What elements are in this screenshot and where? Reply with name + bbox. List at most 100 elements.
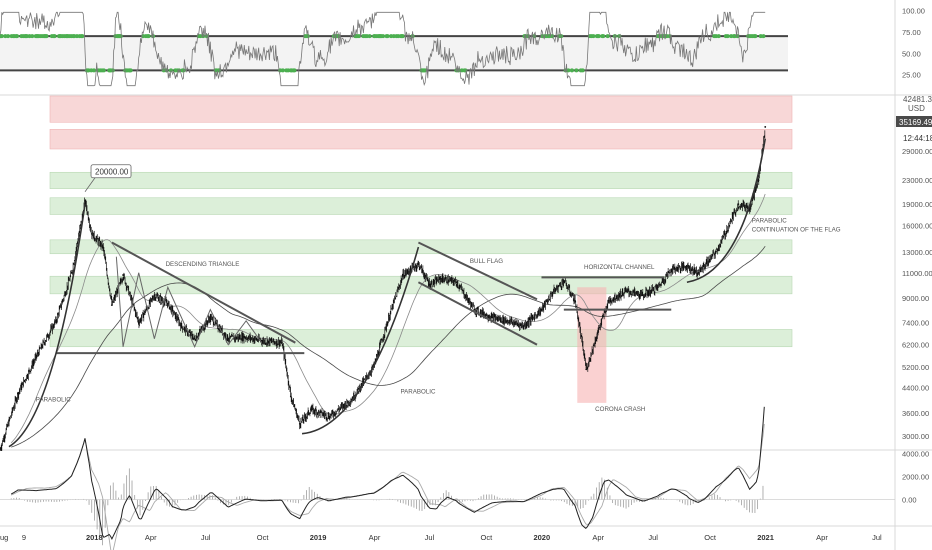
rsi-signal-61	[52, 34, 57, 39]
price-point-51	[737, 203, 740, 206]
rsi-signal-428	[381, 34, 386, 39]
price-point-21	[298, 422, 301, 425]
rsi-signal-663	[591, 34, 596, 39]
price-point-42	[607, 299, 610, 302]
rsi-signal-669	[596, 34, 601, 39]
zone-1	[49, 95, 793, 123]
rsi-signal-92	[80, 34, 85, 39]
rsi-signal-low-116	[101, 68, 106, 73]
triangle-zigzag	[115, 256, 263, 348]
annotation-1: DESCENDING TRIANGLE	[166, 261, 240, 268]
high-callout-box	[90, 164, 132, 179]
zone-4	[49, 239, 793, 255]
price-point-50	[724, 232, 726, 235]
time-tick-2: 2018	[86, 533, 103, 542]
price-point-13	[180, 325, 183, 327]
macd-tick-1: 2000.00	[902, 472, 929, 481]
annotation-2: PARABOLIC	[36, 396, 71, 403]
time-tick-5: Oct	[257, 533, 270, 542]
rsi-signal-679	[605, 34, 610, 39]
price-tick-5: 7400.00	[902, 318, 929, 327]
time-tick-14: 2021	[757, 533, 774, 542]
macd-tick-2: 0.00	[902, 496, 917, 505]
price-tick-3: 5200.00	[902, 363, 929, 372]
price-tick-7: 11000.00	[902, 269, 932, 278]
price-point-10	[137, 321, 140, 324]
parabolic-arc-2019	[301, 246, 420, 435]
annotation-labels: 20000.00 DESCENDING TRIANGLE PARABOLIC PARA…	[36, 164, 841, 413]
price-point-17	[242, 335, 245, 338]
price-point-18	[260, 339, 263, 342]
price-point-47	[686, 265, 688, 267]
rsi-signal-low-329	[292, 68, 297, 73]
macd-panel: 4000.00 2000.00 0.00	[0, 406, 929, 550]
rsi-signal-135	[118, 34, 123, 39]
flag-upper-line	[417, 241, 538, 301]
time-tick-8: Jul	[425, 533, 435, 542]
price-point-11	[153, 294, 156, 297]
time-tick-10: 2020	[533, 533, 550, 542]
rsi-signal-450	[400, 34, 405, 39]
price-point-38	[562, 280, 565, 282]
price-series	[0, 126, 767, 451]
price-point-30	[439, 277, 442, 280]
price-axis-currency: USD	[908, 104, 925, 113]
corona-crash-box	[577, 287, 607, 403]
time-tick-12: Jul	[648, 533, 658, 542]
price-point-7	[102, 246, 104, 248]
last-price-value: 35169.49	[899, 118, 932, 127]
price-tick-12: 29000.00	[902, 147, 932, 156]
rsi-signal-413	[367, 34, 372, 39]
rsi-signal-36	[30, 34, 35, 39]
price-point-49	[715, 250, 717, 253]
rsi-signal-low-651	[580, 68, 585, 73]
price-tick-6: 9000.00	[902, 294, 929, 303]
zone-6	[49, 329, 793, 348]
rsi-line	[0, 11, 766, 87]
price-tick-1: 3600.00	[902, 409, 929, 418]
price-point-46	[670, 268, 673, 271]
rsi-signal-401	[356, 34, 361, 39]
rsi-signal-low-146	[128, 68, 133, 73]
price-point-12	[166, 302, 169, 305]
high-callout-label: 20000.00	[95, 168, 129, 177]
time-tick-3: Apr	[145, 533, 157, 542]
parabolic-arc-2020	[686, 138, 767, 284]
price-point-29	[428, 283, 431, 286]
time-tick-9: Oct	[481, 533, 494, 542]
rsi-signal-844	[753, 34, 758, 39]
price-point-34	[507, 319, 509, 322]
price-point-44	[641, 294, 644, 297]
rsi-signal-803	[716, 34, 721, 39]
price-axis-top-tick: 42481.30	[903, 95, 932, 104]
rsi-band-fill	[0, 36, 788, 71]
rsi-tick-2: 50.00	[902, 49, 921, 58]
annotation-6: CORONA CRASH	[595, 406, 645, 413]
zone-2	[49, 171, 793, 189]
price-point-5	[84, 200, 86, 202]
rsi-signal-low-105	[91, 68, 96, 73]
price-tick-8: 13000.00	[902, 248, 932, 257]
price-point-4	[70, 271, 73, 274]
price-point-15	[209, 316, 212, 319]
support-resistance-zones	[49, 95, 793, 348]
time-tick-11: Apr	[592, 533, 604, 542]
annotation-8: CONTINUATION OF THE FLAG	[752, 226, 841, 233]
price-point-28	[417, 263, 420, 265]
price-point-45	[656, 286, 659, 289]
time-tick-13: Oct	[704, 533, 717, 542]
zone-3	[49, 197, 793, 215]
price-point-0	[0, 448, 1, 450]
price-tick-2: 4400.00	[902, 384, 929, 393]
rsi-signal-low-639	[569, 68, 574, 73]
rsi-signal-low-644	[574, 68, 579, 73]
price-point-6	[90, 232, 93, 235]
triangle-upper-line	[111, 241, 296, 344]
price-point-35	[522, 325, 525, 327]
price-point-1	[17, 392, 19, 395]
bar-countdown: 12:44:18	[903, 134, 932, 143]
price-point-36	[540, 308, 543, 311]
price-point-23	[328, 415, 330, 418]
